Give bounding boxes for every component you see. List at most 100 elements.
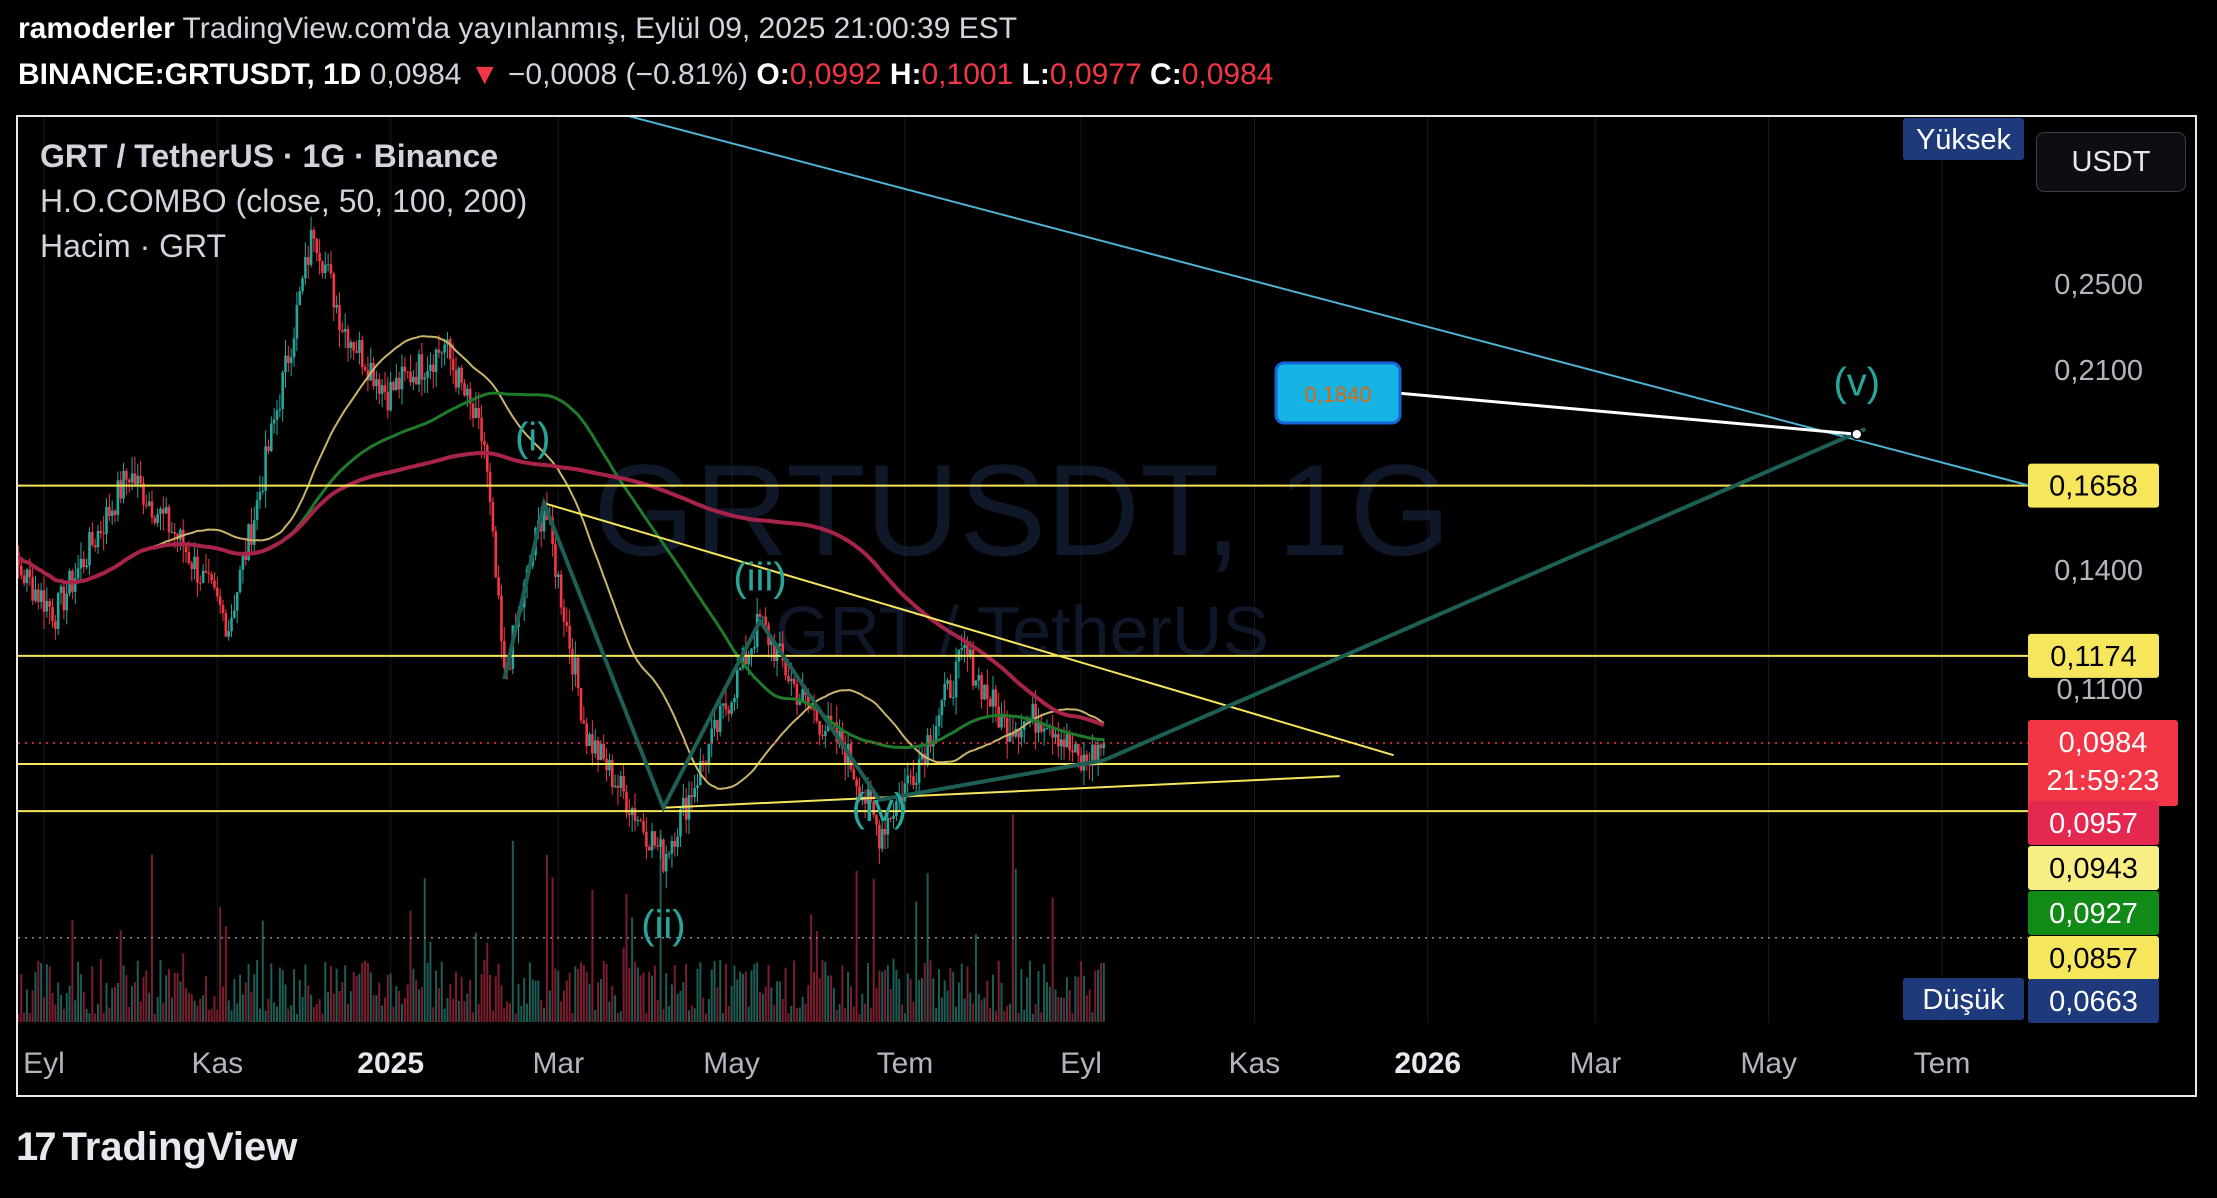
candle	[798, 700, 802, 705]
symbol-name[interactable]: BINANCE:GRTUSDT, 1D	[18, 58, 362, 91]
candle	[835, 722, 839, 742]
volume-bar	[37, 960, 40, 1022]
volume-bar	[628, 967, 631, 1022]
candle	[912, 776, 915, 785]
candle	[613, 785, 617, 788]
candle	[244, 555, 248, 560]
legend-indicator[interactable]: H.O.COMBO (close, 50, 100, 200)	[40, 183, 528, 219]
volume-bar	[1080, 961, 1083, 1022]
volume-bar	[656, 999, 659, 1022]
volume-bar	[133, 981, 136, 1022]
volume-bar	[301, 996, 304, 1022]
volume-bar	[349, 991, 352, 1022]
volume-bar	[747, 1006, 750, 1022]
candle	[51, 606, 54, 622]
volume-bar	[372, 995, 375, 1022]
elliott-wave-path[interactable]	[502, 427, 1867, 813]
volume-bar	[267, 998, 270, 1022]
currency-button[interactable]: USDT	[2036, 132, 2186, 192]
candle	[91, 532, 94, 546]
volume-bar	[963, 998, 966, 1022]
candle	[1093, 744, 1097, 760]
ohlc-bar: BINANCE:GRTUSDT, 1D 0,0984 ▼ −0,0008 (−0…	[18, 58, 1273, 92]
volume-bar	[1091, 1012, 1094, 1022]
tradingview-logo[interactable]: 17 TradingView	[16, 1125, 297, 1170]
candle	[235, 592, 239, 611]
volume-bar	[250, 992, 253, 1022]
candle	[585, 723, 588, 747]
triangle-lower-line[interactable]	[663, 775, 1340, 809]
candle	[747, 654, 750, 665]
candle	[1085, 754, 1089, 762]
chart-frame[interactable]	[16, 115, 2197, 1097]
volume-bar	[91, 966, 94, 1022]
volume-bar	[244, 982, 247, 1022]
candle	[951, 697, 955, 699]
volume-bar	[562, 990, 565, 1022]
volume-bar	[858, 1013, 861, 1022]
legend-title[interactable]: GRT / TetherUS · 1G · Binance	[40, 138, 499, 174]
volume-bar	[528, 962, 531, 1022]
volume-bar	[810, 914, 813, 1022]
callout-point[interactable]	[1851, 428, 1863, 440]
candle	[386, 391, 390, 411]
volume-bar	[71, 920, 74, 1022]
volume-bar	[676, 993, 679, 1022]
candle	[795, 683, 799, 705]
volume-bar	[156, 996, 159, 1022]
candle	[196, 556, 199, 583]
candle	[1014, 728, 1018, 737]
candle	[574, 657, 577, 675]
candle	[1057, 734, 1060, 747]
volume-bar	[1094, 970, 1097, 1022]
volume-bar	[980, 1000, 983, 1022]
volume-bar	[62, 1008, 65, 1022]
volume-bar	[190, 994, 193, 1022]
volume-bar	[142, 976, 145, 1022]
volume-bar	[705, 1013, 708, 1022]
candle	[116, 480, 120, 515]
candle	[332, 273, 336, 308]
volume-bar	[23, 1012, 26, 1022]
legend-volume[interactable]: Hacim · GRT	[40, 228, 227, 264]
volume-bar	[778, 981, 781, 1022]
volume-bar	[182, 953, 185, 1022]
volume-bar	[1068, 989, 1071, 1022]
volume-bar	[1014, 868, 1017, 1022]
volume-bar	[588, 983, 591, 1022]
candle	[113, 510, 117, 515]
cyan-trendline[interactable]	[291, 27, 2028, 486]
volume-bar	[531, 979, 534, 1022]
volume-bar	[491, 1010, 494, 1022]
volume-bar	[290, 1005, 293, 1022]
candle	[917, 759, 921, 784]
candle	[457, 367, 461, 388]
candle	[926, 735, 929, 764]
triangle-upper-line[interactable]	[543, 502, 1394, 757]
candle	[571, 648, 574, 675]
volume-bar	[116, 982, 119, 1022]
candle	[656, 845, 660, 847]
candle	[895, 801, 898, 816]
candle	[565, 621, 569, 626]
candle	[423, 377, 427, 380]
target-callout-box[interactable]	[1274, 361, 1402, 425]
volume-bar	[31, 990, 34, 1022]
volume-bar	[54, 1004, 57, 1022]
volume-bar	[224, 926, 227, 1022]
volume-bar	[43, 997, 45, 1022]
author-name[interactable]: ramoderler	[18, 12, 175, 45]
volume-bar	[503, 1008, 506, 1022]
candle	[997, 706, 1000, 728]
candle	[42, 590, 46, 612]
candle	[125, 470, 128, 480]
candle	[102, 532, 105, 534]
volume-bar	[866, 963, 869, 1022]
candle	[568, 625, 571, 649]
high-label: H:	[889, 58, 922, 91]
volume-bar	[409, 910, 412, 1022]
volume-bar	[739, 971, 742, 1022]
candle	[662, 839, 665, 872]
candle	[159, 508, 162, 515]
